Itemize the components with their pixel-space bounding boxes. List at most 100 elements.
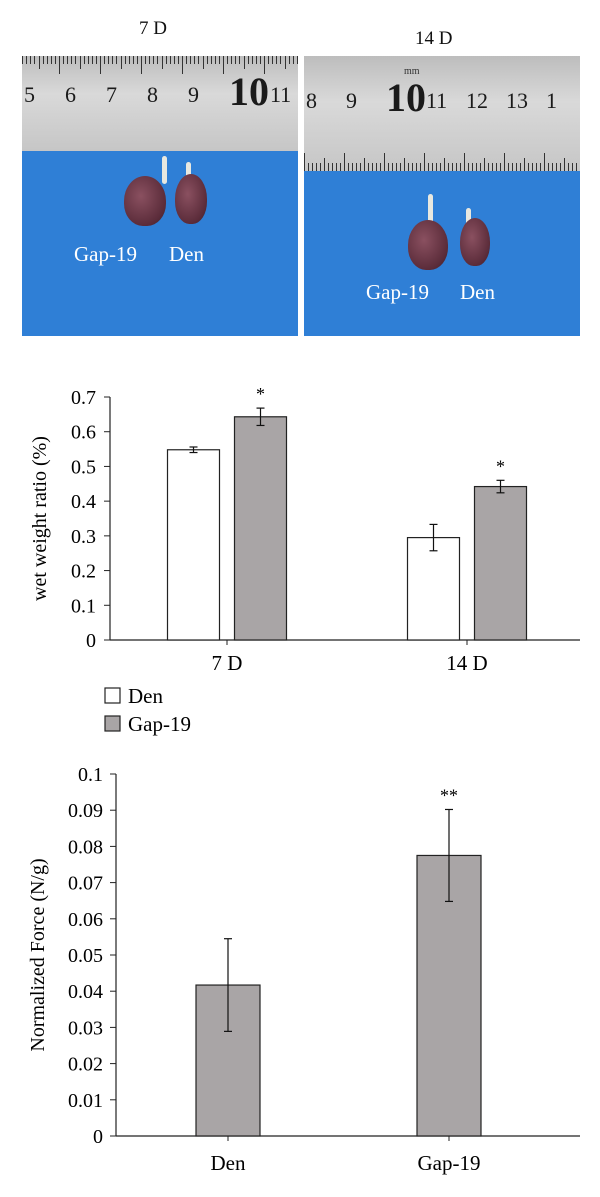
specimen-label-gap19: Gap-19 — [366, 280, 429, 304]
ruler-tick — [194, 56, 196, 64]
ruler-tick — [452, 163, 453, 171]
ruler-tick — [128, 56, 130, 64]
ruler-number: 8 — [147, 82, 158, 107]
ruler-tick — [112, 56, 114, 64]
y-tick-label: 0.3 — [71, 526, 96, 548]
ruler-tick — [276, 56, 278, 64]
x-tick-label: Gap-19 — [418, 1151, 481, 1175]
ruler-tick — [316, 163, 317, 171]
ruler-tick — [428, 163, 429, 171]
ruler-tick — [95, 56, 97, 64]
ruler-number: 7 — [106, 82, 117, 107]
ruler-tick — [268, 56, 270, 64]
ruler-number: 8 — [306, 88, 317, 113]
ruler-tick — [324, 158, 325, 171]
ruler-tick — [251, 56, 253, 64]
ruler-tick — [67, 56, 69, 64]
normalized-force-chart: 0 0.01 0.02 0.03 0.04 0.05 0.06 0.07 0.08 0.09 0.1… — [27, 764, 580, 1175]
ruler-tick — [292, 56, 294, 64]
y-tick-label: 0.6 — [71, 422, 96, 444]
specimen-label-gap19: Gap-19 — [74, 242, 137, 266]
ruler-tick — [30, 56, 32, 64]
ruler-tick — [190, 56, 192, 64]
ruler-tick — [157, 56, 159, 64]
ruler-tick — [104, 56, 106, 64]
ruler-tick — [388, 163, 389, 171]
ruler-tick — [532, 163, 533, 171]
bar-den — [166, 449, 221, 641]
ruler-number: 5 — [24, 82, 35, 107]
ruler-number: 11 — [270, 82, 292, 107]
ruler-tick — [71, 56, 73, 64]
ruler-tick — [560, 163, 561, 171]
ruler-tick — [436, 163, 437, 171]
ruler-tick — [46, 56, 48, 64]
y-tick-label: 0.2 — [71, 561, 96, 583]
ruler-tick — [243, 56, 245, 69]
ruler-tick — [336, 163, 337, 171]
ruler-tick — [259, 56, 261, 64]
ruler-tick — [83, 56, 85, 64]
ruler-tick — [108, 56, 110, 64]
significance-marker: * — [496, 456, 505, 476]
ruler-tick — [280, 56, 282, 64]
ruler-tick — [288, 56, 290, 64]
ruler-tick — [396, 163, 397, 171]
bar-den — [406, 536, 461, 641]
y-axis-label: Normalized Force (N/g) — [27, 858, 49, 1051]
ruler-tick — [308, 163, 309, 171]
ruler-number: 13 — [506, 88, 528, 113]
y-tick-label: 0.04 — [68, 981, 103, 1003]
ruler-tick — [22, 56, 24, 64]
ruler-tick — [120, 56, 122, 69]
y-axis-label: wet weight ratio (%) — [29, 436, 51, 601]
ruler-tick — [63, 56, 65, 64]
specimen-label-den: Den — [169, 242, 204, 266]
ruler-tick — [412, 163, 413, 171]
legend-label: Gap-19 — [128, 712, 191, 736]
x-tick-label: Den — [211, 1151, 246, 1175]
ruler-tick — [340, 163, 341, 171]
ruler-number: 6 — [65, 82, 76, 107]
ruler-tick — [42, 56, 44, 64]
ruler-tick — [124, 56, 126, 64]
ruler-tick — [264, 56, 265, 74]
ruler-tick — [448, 163, 449, 171]
ruler-tick — [304, 153, 305, 171]
ruler-unit: mm — [404, 66, 420, 77]
y-tick-label: 0.1 — [78, 764, 103, 786]
ruler-tick — [202, 56, 204, 69]
ruler-tick — [312, 163, 313, 171]
ruler-tick — [227, 56, 229, 64]
ruler-tick — [424, 153, 425, 171]
specimen-photo-14d: 8 9 10 11 12 13 1 mm Gap-19 Den — [304, 56, 580, 336]
y-tick-label: 0.02 — [68, 1054, 103, 1076]
ruler-tick — [328, 163, 329, 171]
specimen-label-den: Den — [460, 280, 495, 304]
ruler-tick — [206, 56, 208, 64]
ruler-tick — [91, 56, 93, 64]
legend-swatch — [104, 687, 121, 704]
ruler-tick — [468, 163, 469, 171]
ruler-tick — [59, 56, 60, 74]
ruler-tick — [504, 153, 505, 171]
ruler-tick — [548, 163, 549, 171]
legend-swatch — [104, 715, 121, 732]
photo-label-14d: 14 D — [415, 28, 453, 49]
y-tick-label: 0.4 — [71, 491, 96, 513]
ruler-tick — [476, 163, 477, 171]
ruler-tick — [356, 163, 357, 171]
ruler-tick — [360, 163, 361, 171]
muscle-specimen-den — [460, 218, 490, 266]
ruler-tick — [332, 163, 333, 171]
ruler-tick — [186, 56, 188, 64]
bar-gap-19 — [233, 416, 288, 641]
tendon — [162, 156, 167, 184]
y-tick-label: 0.06 — [68, 909, 103, 931]
y-tick-label: 0.09 — [68, 800, 103, 822]
ruler-tick — [136, 56, 138, 64]
ruler-tick — [372, 163, 373, 171]
ruler-tick — [492, 163, 493, 171]
ruler-tick — [348, 163, 349, 171]
ruler-tick — [153, 56, 155, 64]
